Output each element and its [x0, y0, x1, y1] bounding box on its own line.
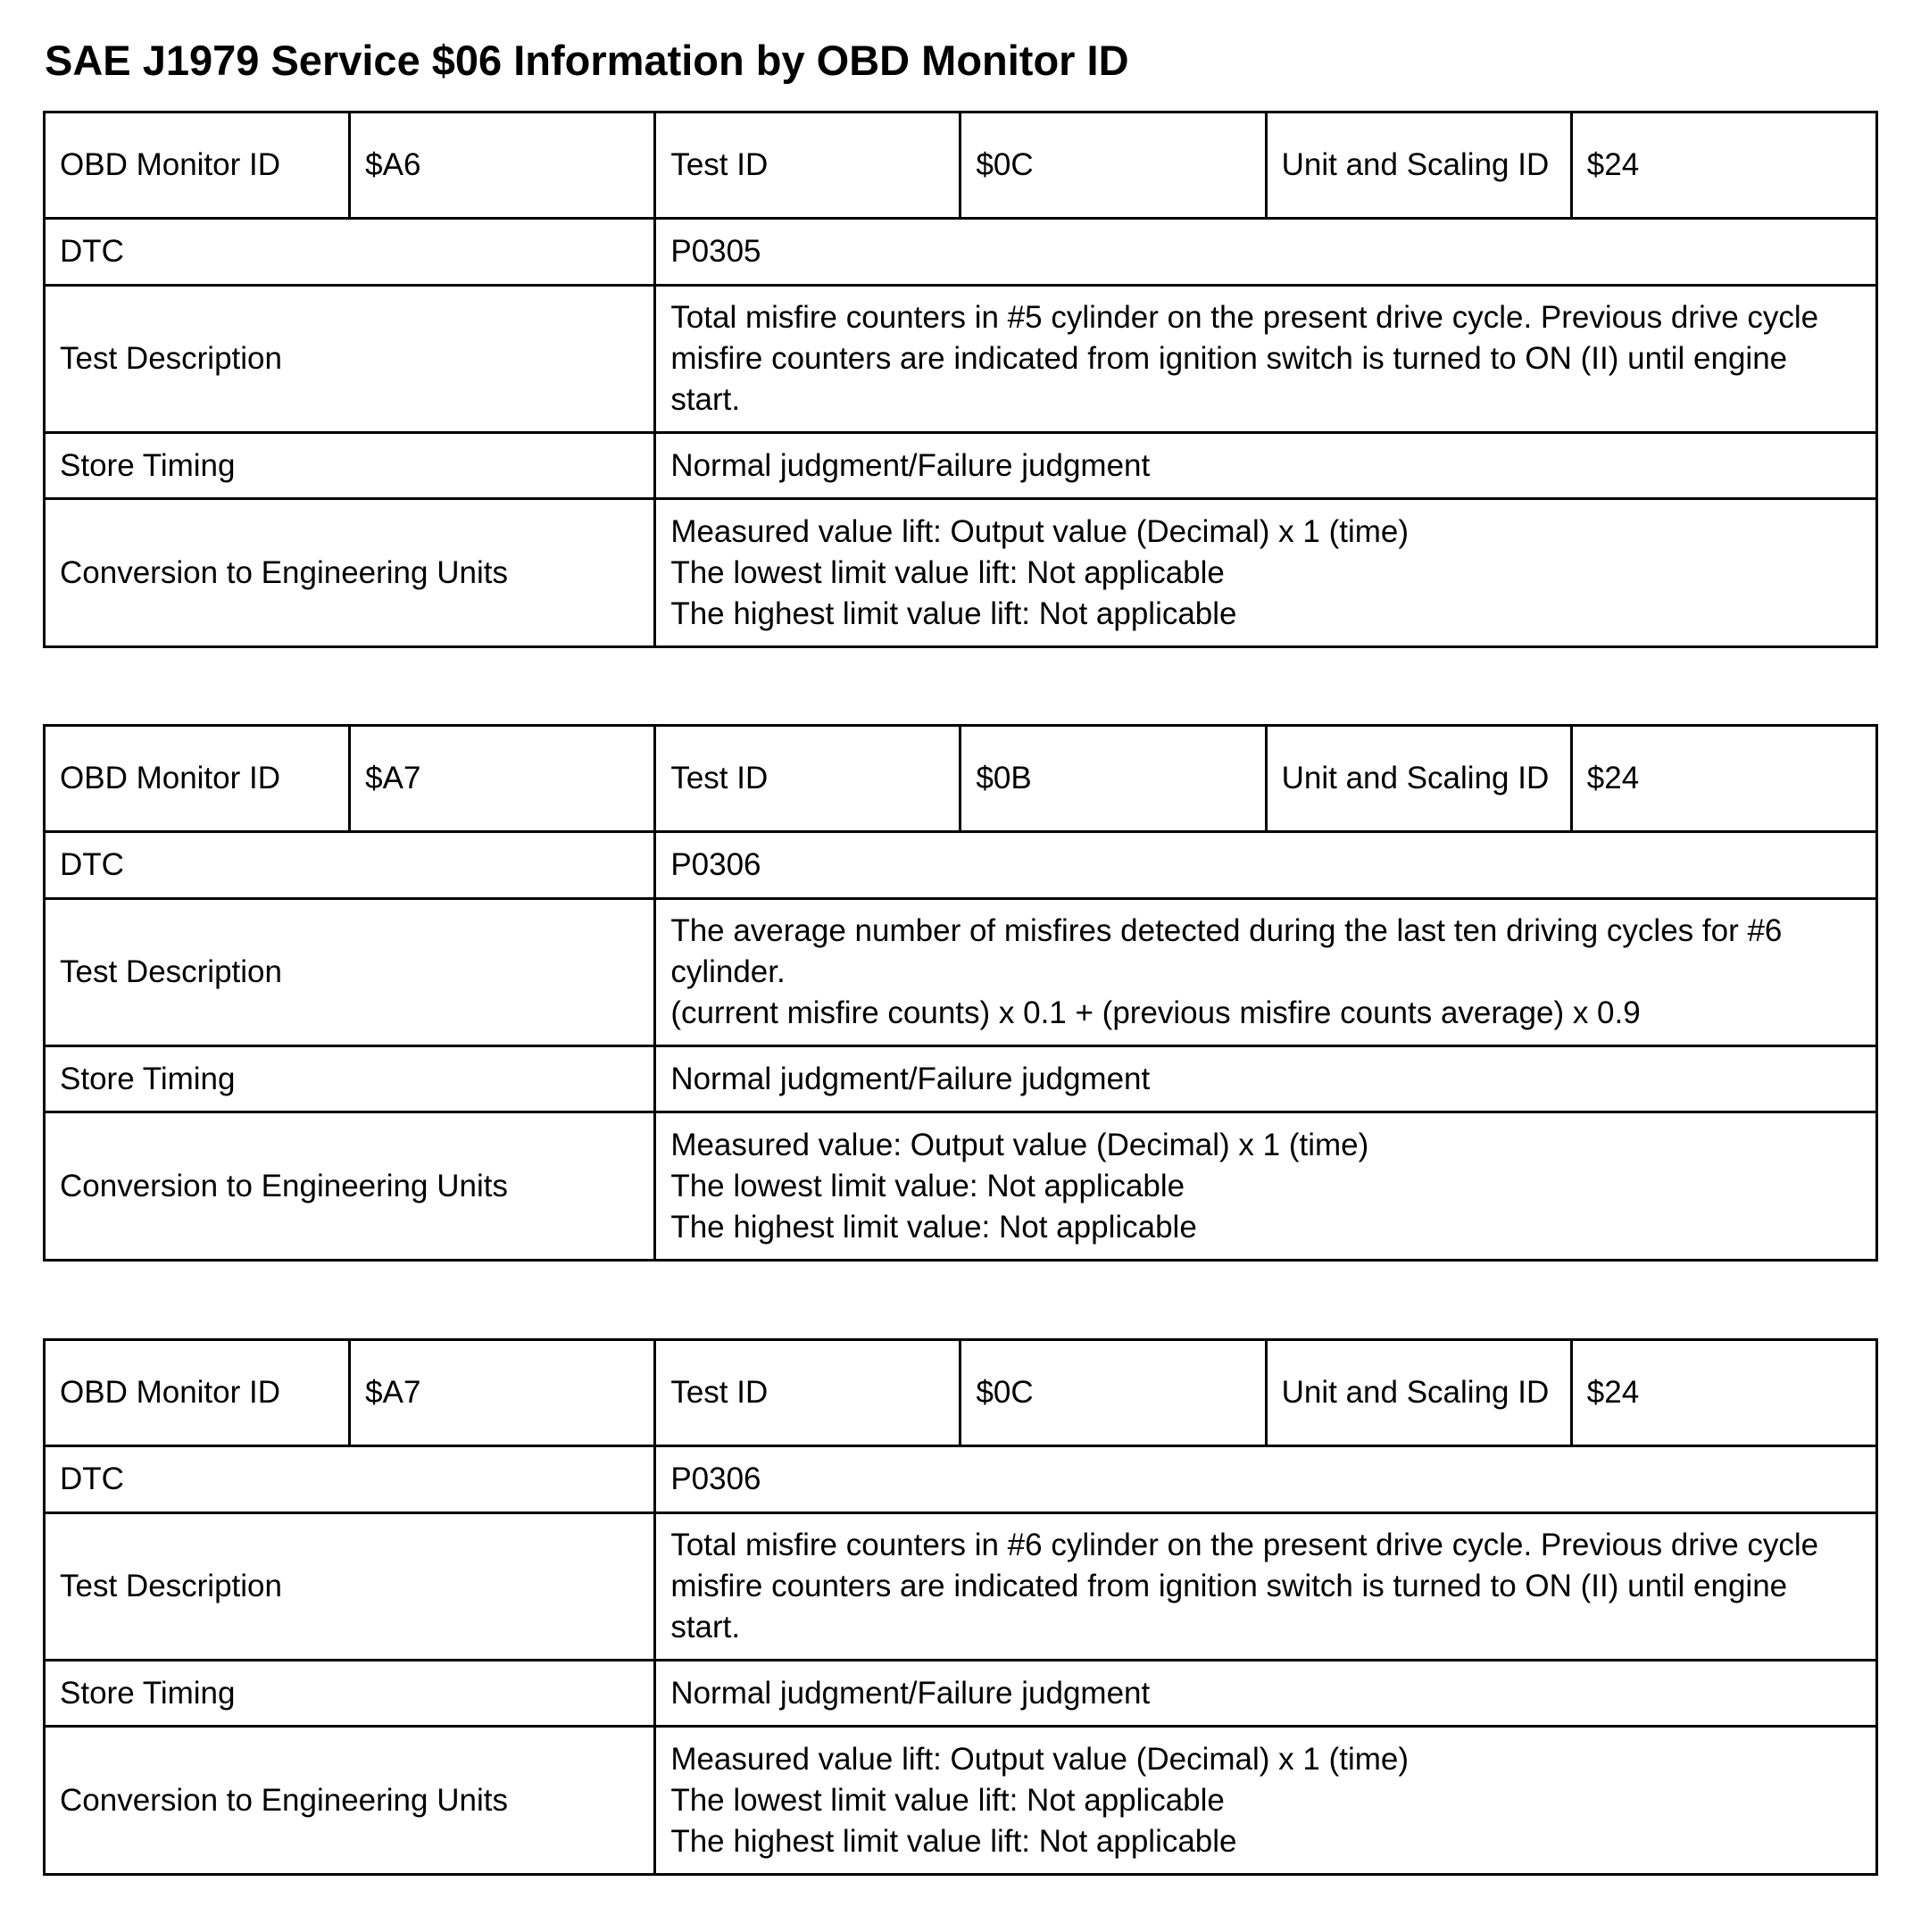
unit-scaling-id-label: Unit and Scaling ID: [1264, 1338, 1573, 1447]
conversion-line: The lowest limit value: Not applicable: [670, 1168, 1185, 1203]
dtc-value: P0306: [653, 830, 1878, 900]
obd-monitor-id-value: $A7: [348, 724, 657, 833]
store-timing-label: Store Timing: [42, 1659, 657, 1728]
unit-scaling-id-value: $24: [1569, 111, 1879, 220]
dtc-label: DTC: [42, 217, 657, 287]
test-description-label: Test Description: [42, 897, 657, 1047]
test-description-line: Total misfire counters in #6 cylinder on…: [670, 1528, 1819, 1645]
conversion-value: Measured value: Output value (Decimal) x…: [653, 1111, 1878, 1262]
dtc-value: P0305: [653, 217, 1878, 287]
monitor-table: OBD Monitor ID $A6 Test ID $0C Unit and Scal…: [42, 111, 1879, 648]
test-description-label: Test Description: [42, 284, 657, 434]
conversion-label: Conversion to Engineering Units: [42, 497, 657, 648]
obd-monitor-id-label: OBD Monitor ID: [42, 111, 352, 220]
test-description-line: Total misfire counters in #5 cylinder on…: [670, 300, 1819, 417]
store-timing-label: Store Timing: [42, 1045, 657, 1113]
test-description-line: (current misfire counts) x 0.1 + (previo…: [670, 995, 1641, 1030]
obd-monitor-id-value: $A7: [348, 1338, 657, 1447]
obd-monitor-id-label: OBD Monitor ID: [42, 724, 352, 833]
unit-scaling-id-label: Unit and Scaling ID: [1264, 111, 1573, 220]
conversion-label: Conversion to Engineering Units: [42, 1725, 657, 1876]
test-id-label: Test ID: [653, 1338, 962, 1447]
test-description-value: Total misfire counters in #6 cylinder on…: [653, 1511, 1878, 1661]
test-id-value: $0C: [959, 111, 1268, 220]
unit-scaling-id-value: $24: [1569, 724, 1879, 833]
test-id-label: Test ID: [653, 724, 962, 833]
test-description-label: Test Description: [42, 1511, 657, 1661]
obd-monitor-id-label: OBD Monitor ID: [42, 1338, 352, 1447]
conversion-line: Measured value lift: Output value (Decim…: [670, 1741, 1409, 1777]
store-timing-value: Normal judgment/Failure judgment: [653, 1045, 1878, 1113]
test-id-value: $0C: [959, 1338, 1268, 1447]
dtc-value: P0306: [653, 1445, 1878, 1514]
monitor-table: OBD Monitor ID $A7 Test ID $0C Unit and Scal…: [42, 1338, 1879, 1876]
conversion-line: The highest limit value lift: Not applic…: [670, 1823, 1237, 1859]
store-timing-label: Store Timing: [42, 431, 657, 500]
conversion-line: Measured value: Output value (Decimal) x…: [670, 1127, 1369, 1162]
conversion-label: Conversion to Engineering Units: [42, 1111, 657, 1262]
test-description-value: Total misfire counters in #5 cylinder on…: [653, 284, 1878, 434]
test-id-value: $0B: [959, 724, 1268, 833]
page-title: SAE J1979 Service $06 Information by OBD…: [45, 37, 1129, 84]
conversion-line: The highest limit value lift: Not applic…: [670, 595, 1237, 631]
dtc-label: DTC: [42, 1445, 657, 1514]
store-timing-value: Normal judgment/Failure judgment: [653, 431, 1878, 500]
unit-scaling-id-label: Unit and Scaling ID: [1264, 724, 1573, 833]
obd-monitor-id-value: $A6: [348, 111, 657, 220]
dtc-label: DTC: [42, 830, 657, 900]
monitor-table: OBD Monitor ID $A7 Test ID $0B Unit and Scal…: [42, 724, 1879, 1262]
conversion-line: The highest limit value: Not applicable: [670, 1209, 1197, 1245]
unit-scaling-id-value: $24: [1569, 1338, 1879, 1447]
conversion-value: Measured value lift: Output value (Decim…: [653, 1725, 1878, 1876]
store-timing-value: Normal judgment/Failure judgment: [653, 1659, 1878, 1728]
test-description-line: The average number of misfires detected …: [670, 913, 1783, 989]
conversion-line: The lowest limit value lift: Not applica…: [670, 1782, 1225, 1818]
test-id-label: Test ID: [653, 111, 962, 220]
conversion-value: Measured value lift: Output value (Decim…: [653, 497, 1878, 648]
conversion-line: Measured value lift: Output value (Decim…: [670, 513, 1409, 549]
conversion-line: The lowest limit value lift: Not applica…: [670, 554, 1225, 590]
test-description-value: The average number of misfires detected …: [653, 897, 1878, 1047]
